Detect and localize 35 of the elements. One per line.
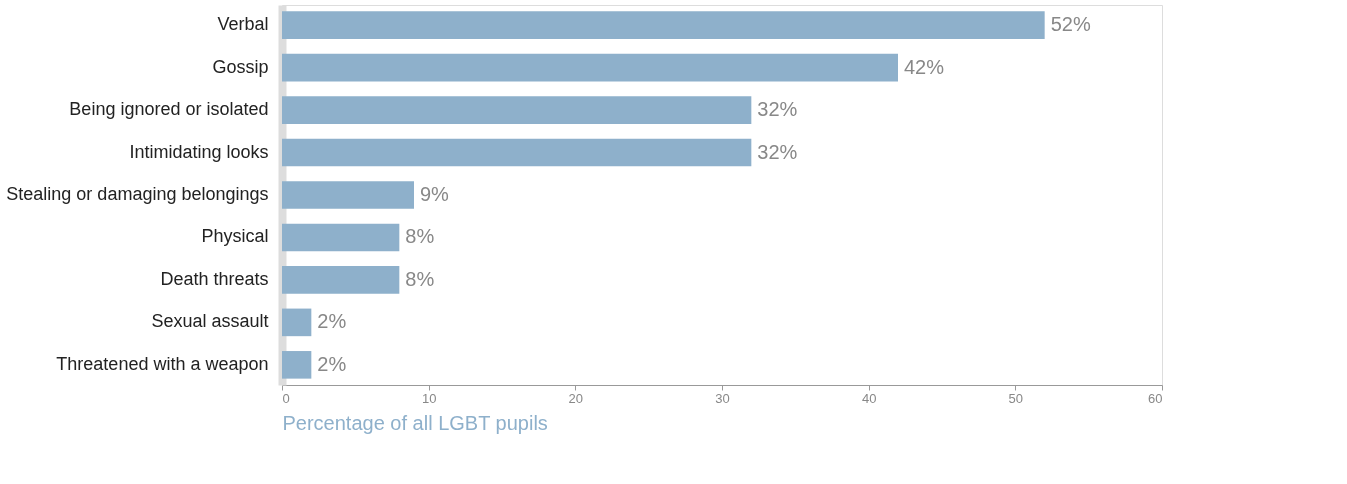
data-label: 2% [317, 352, 347, 375]
x-tick-label: 0 [282, 390, 290, 406]
x-axis-title: Percentage of all LGBT pupils [282, 411, 548, 434]
y-tick-label: Physical [201, 226, 269, 247]
bar [282, 181, 414, 209]
data-label: 8% [405, 225, 435, 248]
y-tick-label: Verbal [217, 14, 269, 35]
bar [282, 96, 752, 124]
data-label: 52% [1050, 13, 1091, 36]
y-tick-label: Sexual assault [151, 311, 269, 332]
bar [282, 351, 312, 379]
x-tick-label: 20 [568, 390, 584, 406]
bar [282, 266, 400, 294]
data-label: 42% [904, 55, 945, 78]
bar [282, 11, 1045, 39]
y-tick-label: Death threats [160, 268, 269, 289]
data-label: 32% [757, 98, 798, 121]
data-label: 32% [757, 140, 798, 163]
data-label: 9% [420, 183, 450, 205]
y-tick-label: Threatened with a weapon [56, 353, 269, 374]
y-tick-label: Stealing or damaging belongings [6, 184, 269, 204]
x-tick-label: 50 [1008, 390, 1024, 406]
x-tick-label: 60 [1148, 390, 1163, 406]
y-tick-label: Gossip [212, 56, 269, 77]
x-tick-label: 10 [421, 390, 437, 406]
bar [282, 53, 898, 82]
data-label: 8% [405, 267, 435, 290]
data-label: 2% [317, 310, 347, 333]
bar [282, 223, 400, 252]
x-tick-label: 30 [715, 390, 730, 406]
bar [282, 308, 312, 337]
y-tick-label: Being ignored or isolated [69, 99, 269, 120]
bar [282, 138, 752, 167]
x-tick-label: 40 [861, 390, 877, 406]
y-tick-label: Intimidating looks [129, 141, 269, 162]
